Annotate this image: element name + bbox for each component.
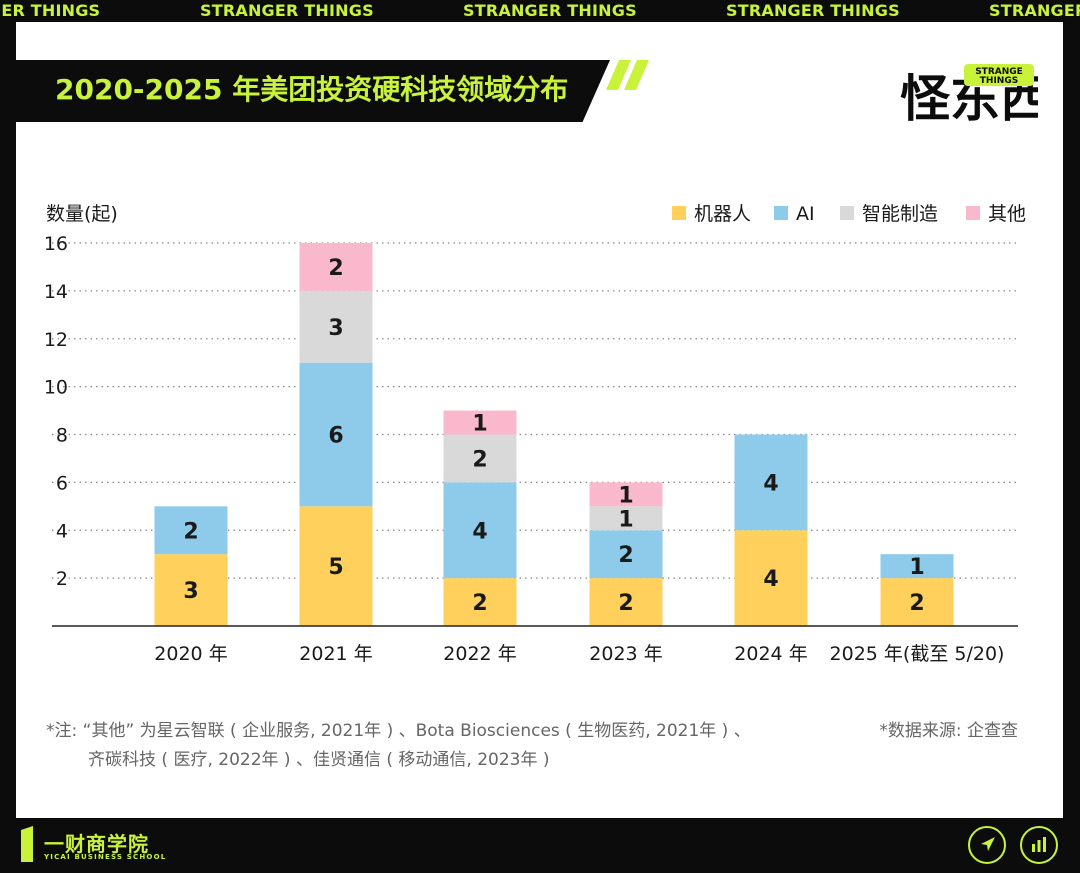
send-arrow-icon	[981, 837, 995, 851]
bar-value-label: 2	[472, 447, 487, 472]
bar-chart-icon	[1032, 837, 1046, 852]
bar-value-label: 1	[618, 507, 633, 532]
bar-segment	[154, 506, 228, 555]
footnote-line2: 齐碳科技 ( 医疗, 2022年 ) 、佳贤通信 ( 移动通信, 2023年 )	[88, 750, 550, 770]
title-banner	[0, 60, 610, 122]
bar-segment	[443, 482, 517, 579]
ticker-item: GER THINGS	[0, 1, 101, 20]
y-axis-ticks: 2 4 6 8 10 12 14 16	[44, 233, 68, 590]
y-tick-label: 14	[44, 281, 68, 303]
top-ticker: GER THINGS STRANGER THINGS STRANGER THIN…	[0, 0, 1080, 22]
chart-button[interactable]	[1020, 826, 1058, 864]
bar-value-label: 6	[328, 424, 343, 449]
y-tick-label: 8	[56, 425, 68, 447]
ticker-item: STRANGER THINGS	[463, 1, 637, 20]
bar-segment	[589, 578, 663, 626]
bar-value-label: 2	[328, 256, 343, 281]
share-button[interactable]	[968, 826, 1006, 864]
bar-value-label: 1	[618, 483, 633, 508]
y-axis-label: 数量(起)	[46, 203, 118, 225]
bar-segment	[880, 554, 954, 579]
x-tick-label: 2024 年	[734, 643, 807, 665]
legend-label: 机器人	[694, 203, 751, 225]
logo-badge-line2: THINGS	[980, 76, 1018, 86]
bar-value-label: 3	[183, 579, 198, 604]
ticker-item: STRANGER THINGS	[200, 1, 374, 20]
legend-swatch	[840, 206, 854, 220]
ticker-item: STRANGER	[989, 1, 1080, 20]
bar-segment	[589, 530, 663, 579]
bar-value-label: 1	[472, 412, 487, 437]
strange-things-logo: 怪东西 STRANGE THINGS	[900, 64, 1038, 122]
x-axis-ticks: 2020 年 2021 年 2022 年 2023 年 2024 年 2025 年(截至 …	[154, 643, 1004, 665]
x-tick-label: 2022 年	[443, 643, 516, 665]
legend-label: 智能制造	[862, 203, 938, 225]
legend-swatch	[774, 206, 788, 220]
data-source-note: *数据来源: 企查查	[879, 721, 1018, 741]
legend-swatch	[966, 206, 980, 220]
bar-segment	[299, 506, 373, 626]
footnote-line1: *注: “其他” 为星云智联 ( 企业服务, 2021年 ) 、Bota Bio…	[46, 721, 751, 741]
bar-value-label: 1	[909, 555, 924, 580]
y-tick-label: 16	[44, 233, 68, 255]
legend-label: 其他	[988, 203, 1026, 225]
brand-english-name: YICAI BUSINESS SCHOOL	[44, 853, 167, 861]
bottom-bar	[0, 818, 1080, 873]
bar-segment	[443, 434, 517, 483]
x-tick-label: 2025 年(截至 5/20)	[830, 643, 1005, 665]
bar-value-label: 2	[618, 591, 633, 616]
brand-name: 一财商学院	[44, 832, 149, 856]
bar-value-label: 2	[909, 591, 924, 616]
bar-segment	[443, 578, 517, 626]
content-card	[16, 22, 1063, 818]
y-tick-label: 4	[56, 520, 68, 542]
chart-legend: 机器人 AI 智能制造 其他	[672, 203, 1026, 225]
y-tick-label: 6	[56, 472, 68, 494]
bar-value-label: 2	[472, 591, 487, 616]
bar-value-label: 5	[328, 555, 343, 580]
bar-value-label: 4	[472, 519, 487, 544]
ticker-item: STRANGER THINGS	[726, 1, 900, 20]
bar-segment	[443, 410, 517, 435]
yicai-logo-icon	[21, 826, 33, 862]
legend-swatch	[672, 206, 686, 220]
x-tick-label: 2020 年	[154, 643, 227, 665]
y-tick-label: 10	[44, 377, 68, 399]
bar-segment	[589, 482, 663, 507]
y-tick-label: 2	[56, 568, 68, 590]
y-tick-label: 12	[44, 329, 68, 351]
bar-segment	[299, 362, 373, 507]
bar-segment	[589, 506, 663, 531]
bar-value-label: 4	[763, 471, 778, 496]
bar-value-label: 4	[763, 567, 778, 592]
x-tick-label: 2021 年	[299, 643, 372, 665]
bar-segment	[880, 578, 954, 626]
bar-segment	[299, 243, 373, 291]
bar-value-label: 2	[618, 543, 633, 568]
page-title: 2020-2025 年美团投资硬科技领域分布	[55, 73, 569, 106]
legend-label: AI	[796, 203, 815, 225]
bar-segment	[734, 530, 808, 626]
bar-segment	[734, 434, 808, 531]
bar-segment	[154, 554, 228, 626]
bar-segment	[299, 290, 373, 363]
bar-value-label: 3	[328, 316, 343, 341]
logo-badge-line1: STRANGE	[975, 67, 1023, 77]
bar-value-label: 2	[183, 519, 198, 544]
x-tick-label: 2023 年	[589, 643, 662, 665]
title-stripes-decoration	[606, 60, 649, 90]
